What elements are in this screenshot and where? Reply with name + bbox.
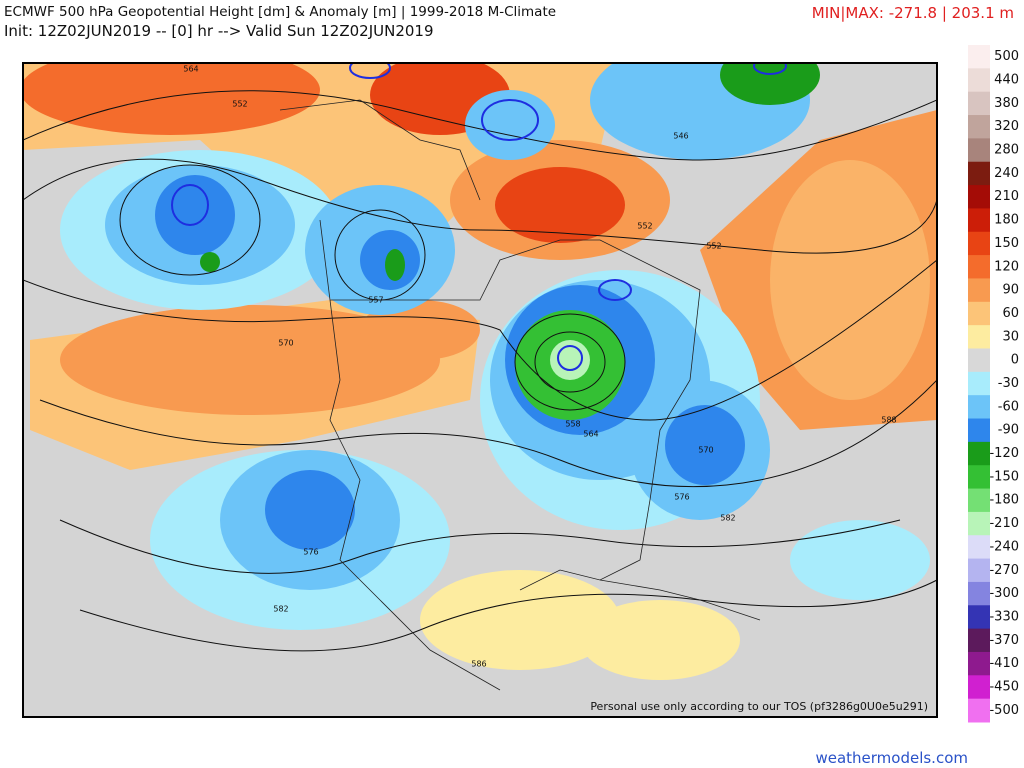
colorbar-label: 280	[994, 143, 1019, 158]
colorbar-swatch	[968, 45, 990, 69]
contour-label: 582	[273, 605, 288, 614]
colorbar-label: 30	[1002, 329, 1019, 344]
colorbar-swatch	[968, 348, 990, 373]
colorbar-swatch	[968, 628, 990, 653]
colorbar-swatch	[968, 558, 990, 583]
colorbar-swatch	[968, 138, 990, 163]
contour-label: 588	[881, 416, 896, 425]
contour-label: 576	[303, 548, 318, 557]
colorbar-label: 150	[994, 236, 1019, 251]
colorbar-label: -90	[998, 423, 1019, 438]
colorbar-label: 0	[1011, 353, 1019, 368]
colorbar-swatch	[968, 91, 990, 116]
colorbar-label: -330	[989, 609, 1019, 624]
colorbar-swatch	[968, 651, 990, 676]
colorbar-swatch	[968, 441, 990, 466]
contour-label: 570	[698, 446, 713, 455]
colorbar-swatch	[968, 255, 990, 279]
colorbar-label: -210	[989, 516, 1019, 531]
colorbar-label: -240	[989, 539, 1019, 554]
colorbar-swatch	[968, 465, 990, 490]
colorbar-label: -370	[989, 633, 1019, 648]
title: ECMWF 500 hPa Geopotential Height [dm] &…	[4, 4, 557, 20]
colorbar-label: -150	[989, 469, 1019, 484]
footer-link[interactable]: weathermodels.com	[815, 749, 968, 767]
contour-label: 564	[583, 430, 598, 439]
colorbar-swatch	[968, 68, 990, 93]
colorbar-swatch	[968, 115, 990, 139]
colorbar-label: -500	[989, 703, 1019, 718]
subtitle: Init: 12Z02JUN2019 -- [0] hr --> Valid S…	[4, 22, 434, 40]
anomaly-field	[23, 63, 937, 717]
colorbar-label: -270	[989, 563, 1019, 578]
colorbar-label: 180	[994, 213, 1019, 228]
contour-label: 558	[565, 420, 580, 429]
colorbar-swatch	[968, 418, 990, 443]
colorbar-label: -60	[998, 399, 1019, 414]
contour-label: 564	[183, 65, 198, 74]
colorbar-swatch	[968, 208, 990, 233]
contour-label: 552	[637, 222, 652, 231]
colorbar-swatch	[968, 371, 990, 396]
colorbar-label: 240	[994, 166, 1019, 181]
colorbar-label: 90	[1002, 283, 1019, 298]
colorbar-label: -450	[989, 679, 1019, 694]
colorbar-swatch	[968, 161, 990, 186]
colorbar-label: -410	[989, 656, 1019, 671]
contour-label: 546	[673, 132, 688, 141]
colorbar-label: 120	[994, 259, 1019, 274]
colorbar-label: 60	[1002, 306, 1019, 321]
colorbar-swatch	[968, 535, 990, 560]
contour-label: 552	[232, 100, 247, 109]
contour-label: 552	[706, 242, 721, 251]
contour-label: 557	[368, 296, 383, 305]
colorbar-swatch	[968, 301, 990, 326]
colorbar-label: 320	[994, 119, 1019, 134]
colorbar-swatch	[968, 605, 990, 630]
colorbar-label: 380	[994, 96, 1019, 111]
colorbar-label: 440	[994, 73, 1019, 88]
colorbar-swatch	[968, 511, 990, 536]
contour-label: 586	[471, 660, 486, 669]
colorbar-label: -300	[989, 586, 1019, 601]
colorbar-swatch	[968, 278, 990, 303]
contour-label: 576	[674, 493, 689, 502]
colorbar-swatch	[968, 231, 990, 256]
min-max: MIN|MAX: -271.8 | 203.1 m	[811, 4, 1014, 22]
contour-label: 582	[720, 514, 735, 523]
colorbar-swatch	[968, 675, 990, 700]
colorbar-swatch	[968, 185, 990, 209]
colorbar-swatch	[968, 395, 990, 420]
colorbar-swatch	[968, 698, 990, 723]
contour-label: 570	[278, 339, 293, 348]
colorbar-swatch	[968, 488, 990, 513]
colorbar-swatch	[968, 581, 990, 606]
colorbar-label: -120	[989, 446, 1019, 461]
colorbar-swatch	[968, 325, 990, 349]
colorbar-label: -30	[998, 376, 1019, 391]
colorbar-label: 210	[994, 189, 1019, 204]
colorbar-label: -180	[989, 493, 1019, 508]
colorbar-label: 500	[994, 49, 1019, 64]
watermark: Personal use only according to our TOS (…	[590, 700, 928, 713]
